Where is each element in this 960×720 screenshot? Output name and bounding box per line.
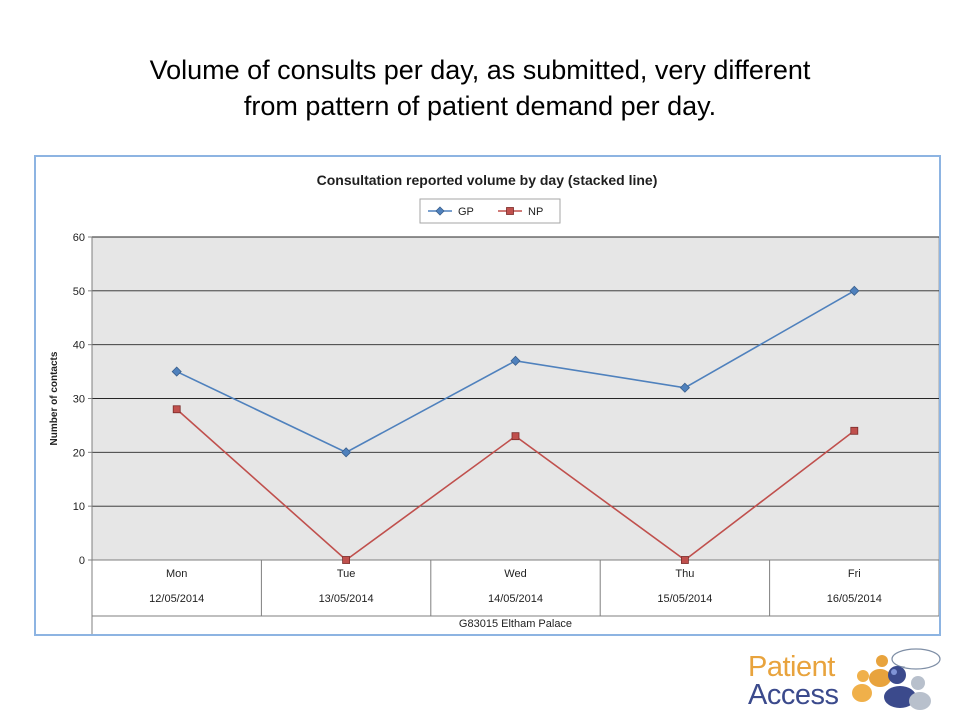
legend-marker-gp <box>435 206 445 216</box>
data-point-np <box>342 556 351 564</box>
data-point-np <box>850 426 859 435</box>
data-point-np <box>511 432 520 441</box>
data-point-gp <box>341 447 352 458</box>
patient-access-logo: Patient Access <box>748 645 948 715</box>
x-tick-label-date: 15/05/2014 <box>657 593 712 605</box>
chart-frame: Consultation reported volume by day (sta… <box>34 155 941 636</box>
y-tick-label: 40 <box>73 340 85 352</box>
x-tick-label-date: 14/05/2014 <box>488 593 543 605</box>
data-point-np <box>172 405 181 414</box>
y-tick-label: 0 <box>79 555 85 567</box>
slide-title-line-2: from pattern of patient demand per day. <box>243 91 717 121</box>
slide-title: Volume of consults per day, as submitted… <box>60 52 900 124</box>
y-axis-label: Number of contacts <box>49 351 60 445</box>
y-tick-label: 30 <box>73 394 85 406</box>
legend-label-np: NP <box>528 206 543 218</box>
data-point-gp <box>849 285 860 296</box>
chart-title: Consultation reported volume by day (sta… <box>317 172 658 188</box>
x-tick-label-date: 16/05/2014 <box>827 593 882 605</box>
logo-word-access: Access <box>748 679 839 711</box>
x-tick-label-date: 12/05/2014 <box>149 593 204 605</box>
x-tick-label-day: Mon <box>166 568 187 580</box>
slide-title-line-1: Volume of consults per day, as submitted… <box>149 55 811 85</box>
x-tick-label-day: Fri <box>848 568 861 580</box>
x-tick-label-day: Thu <box>675 568 694 580</box>
line-chart: Consultation reported volume by day (sta… <box>49 172 939 634</box>
legend-marker-np <box>506 207 514 215</box>
people-speech-icon <box>852 648 941 710</box>
data-point-gp <box>679 382 690 393</box>
x-tick-label-day: Wed <box>504 568 526 580</box>
data-point-gp <box>510 355 521 366</box>
logo-word-patient: Patient <box>748 651 835 683</box>
legend-label-gp: GP <box>458 206 474 218</box>
y-tick-label: 10 <box>73 501 85 513</box>
data-point-gp <box>171 366 182 377</box>
y-tick-label: 20 <box>73 447 85 459</box>
x-tick-label-date: 13/05/2014 <box>319 593 374 605</box>
y-tick-label: 50 <box>73 286 85 298</box>
y-tick-label: 60 <box>73 232 85 244</box>
x-tick-label-day: Tue <box>337 568 356 580</box>
x-group-label: G83015 Eltham Palace <box>459 618 572 630</box>
data-point-np <box>681 556 689 564</box>
